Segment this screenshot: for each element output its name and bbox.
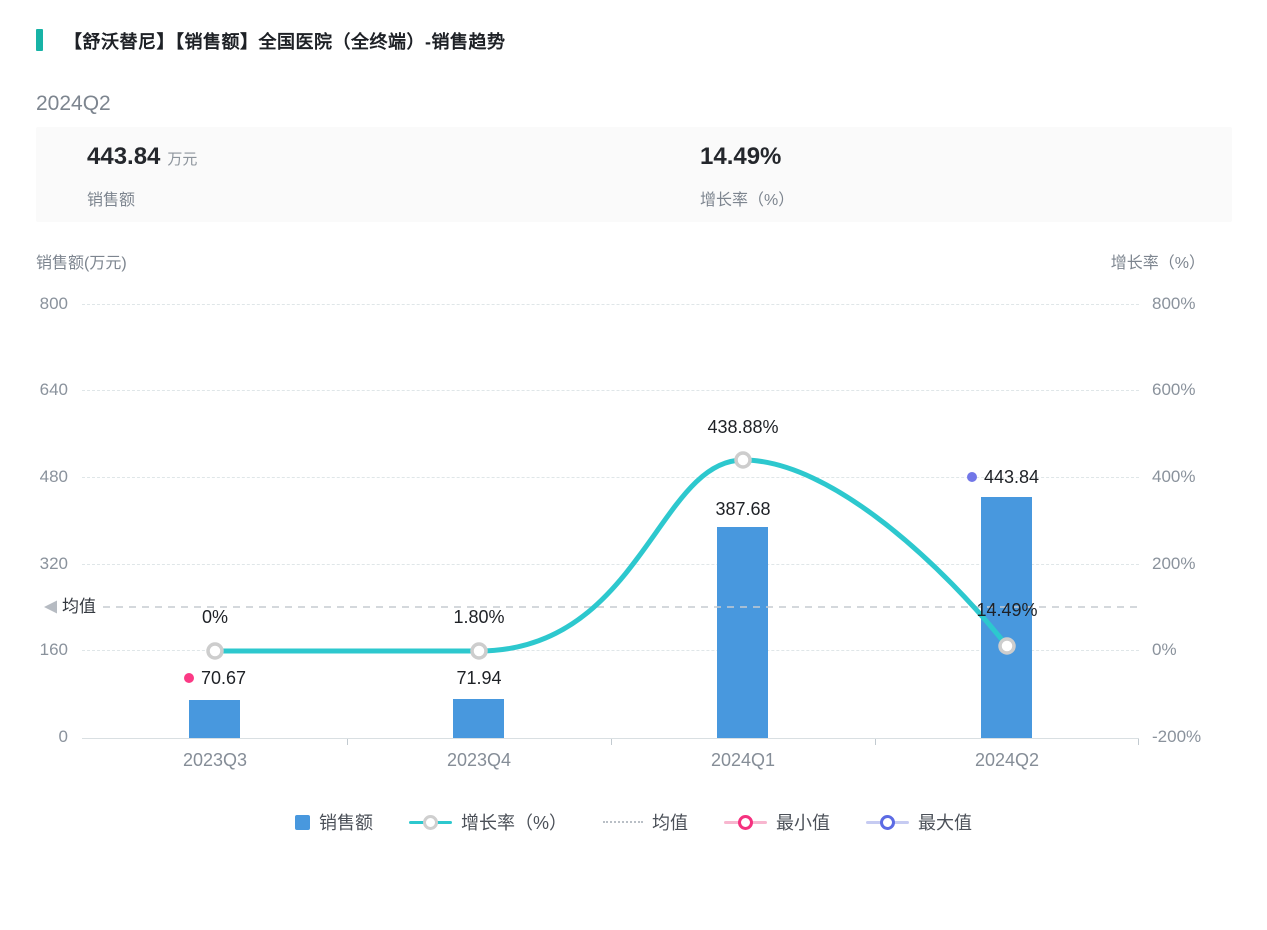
sales-label-2024q1: 387.68: [715, 499, 771, 519]
sales-stat-unit: 万元: [167, 151, 198, 168]
legend-label: 销售额: [318, 813, 373, 833]
dotted-line-icon: [603, 821, 643, 823]
bar-swatch-icon: [294, 814, 310, 830]
x-axis-tick: [875, 739, 876, 745]
left-tick-480: 480: [39, 467, 68, 486]
right-tick-0: 0%: [1152, 640, 1177, 659]
x-label-2024q2[interactable]: 2024Q2: [974, 750, 1040, 770]
min-marker-icon: [724, 814, 767, 830]
period-label: 2024Q2: [36, 92, 111, 115]
bar-2023q4[interactable]: [453, 699, 504, 738]
left-axis-name: 销售额(万元): [36, 255, 127, 272]
left-tick-320: 320: [39, 554, 68, 573]
right-tick-neg200: -200%: [1152, 727, 1202, 746]
gridline-640: [82, 390, 1139, 391]
legend-item-max[interactable]: 最大值: [866, 809, 972, 835]
sales-stat-value-row: 443.84 万元: [87, 143, 197, 171]
growth-stat-value: 14.49%: [700, 143, 782, 170]
legend-label: 最大值: [918, 813, 972, 833]
legend-item-mean[interactable]: 均值: [603, 809, 688, 835]
growth-label-2023q3: 0%: [201, 607, 228, 627]
legend-label: 增长率（%）: [460, 813, 567, 833]
chart-legend: 销售额 增长率（%） 均值 最小值 最大值: [0, 809, 1267, 835]
legend-item-min[interactable]: 最小值: [724, 809, 830, 835]
growth-label-2023q4: 1.80%: [453, 607, 505, 627]
legend-item-growth[interactable]: 增长率（%）: [408, 809, 567, 835]
sales-label-text: 70.67: [200, 668, 247, 688]
growth-point-2024q1[interactable]: [734, 451, 752, 469]
x-label-2024q1[interactable]: 2024Q1: [710, 750, 776, 770]
legend-item-sales[interactable]: 销售额: [294, 809, 373, 835]
left-tick-160: 160: [39, 640, 68, 659]
line-marker-icon: [408, 814, 452, 830]
x-label-2023q4[interactable]: 2023Q4: [446, 750, 512, 770]
mean-line-label: 均值: [62, 597, 96, 616]
growth-point-2023q3[interactable]: [206, 642, 224, 660]
right-axis-name: 增长率（%）: [1110, 255, 1205, 272]
sales-label-text: 443.84: [983, 467, 1040, 487]
bar-2024q1[interactable]: [717, 527, 768, 738]
bar-2023q3[interactable]: [189, 700, 240, 738]
right-tick-600: 600%: [1152, 380, 1196, 399]
growth-label-2024q2: 14.49%: [976, 600, 1038, 620]
growth-stat-label: 增长率（%）: [700, 192, 795, 209]
summary-stats-panel: 443.84 万元 销售额 14.49% 增长率（%）: [36, 127, 1232, 222]
min-value-dot-icon: [183, 673, 194, 683]
sales-label-2023q3: 70.67: [83, 667, 347, 689]
right-tick-200: 200%: [1152, 554, 1196, 573]
gridline-800: [82, 304, 1139, 305]
max-marker-icon: [866, 814, 909, 830]
left-tick-640: 640: [39, 380, 68, 399]
legend-label: 均值: [652, 813, 688, 833]
sales-label-2023q4: 71.94: [456, 668, 502, 688]
page-title: 【舒沃替尼】【销售额】全国医院（全终端）-销售趋势: [64, 32, 506, 52]
growth-point-2023q4[interactable]: [470, 642, 488, 660]
sales-stat-value: 443.84: [87, 143, 161, 170]
sales-stat-label: 销售额: [87, 192, 136, 209]
left-tick-0: 0: [58, 727, 68, 746]
legend-label: 最小值: [776, 813, 830, 833]
max-value-dot-icon: [966, 472, 977, 482]
title-accent-bar: [36, 29, 43, 51]
x-axis-tick: [611, 739, 612, 745]
x-axis-tick: [1138, 739, 1139, 745]
x-axis-tick: [347, 739, 348, 745]
x-label-2023q3[interactable]: 2023Q3: [182, 750, 248, 770]
x-axis-line: [82, 738, 1139, 739]
right-tick-400: 400%: [1152, 467, 1196, 486]
sales-label-2024q2: 443.84: [871, 466, 1135, 488]
mean-line-arrow-icon: [44, 600, 57, 614]
growth-label-2024q1: 438.88%: [707, 417, 779, 437]
right-tick-800: 800%: [1152, 294, 1196, 313]
left-tick-800: 800: [39, 294, 68, 313]
